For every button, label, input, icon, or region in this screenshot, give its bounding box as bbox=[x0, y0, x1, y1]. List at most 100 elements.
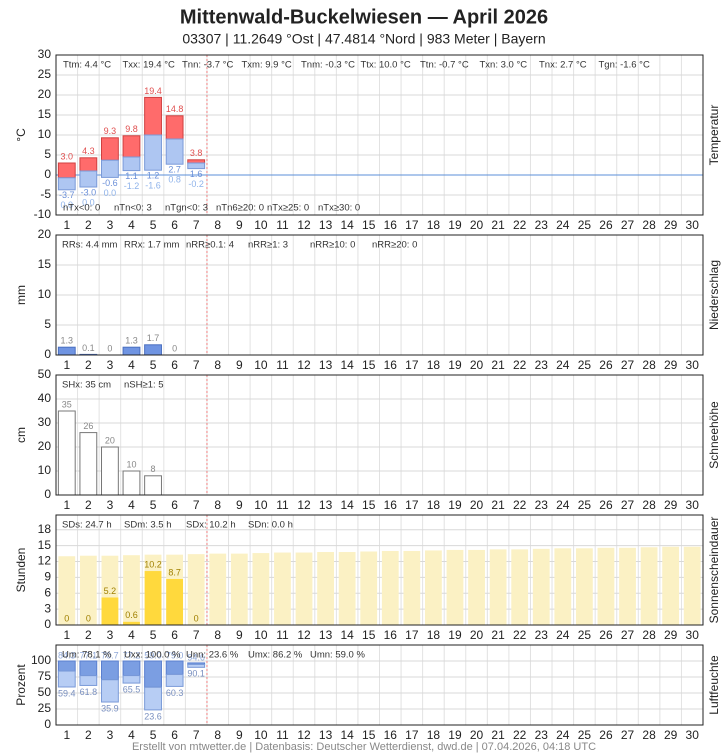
humidity-lower bbox=[122, 675, 141, 684]
x-tick-label: 16 bbox=[384, 358, 398, 372]
x-tick-label: 5 bbox=[150, 218, 157, 232]
x-tick-label: 20 bbox=[470, 218, 484, 232]
stat: nTx<0: 0 bbox=[63, 203, 100, 214]
x-tick-label: 15 bbox=[362, 218, 376, 232]
x-tick-label: 8 bbox=[214, 728, 221, 742]
x-tick-label: 22 bbox=[513, 498, 527, 512]
plot-frame bbox=[55, 514, 704, 626]
x-tick-label: 3 bbox=[107, 498, 114, 512]
x-tick-label: 9 bbox=[236, 358, 243, 372]
bar bbox=[144, 344, 162, 356]
value-label: 35.9 bbox=[101, 703, 119, 713]
stat: Tgn: -1.6 °C bbox=[599, 60, 650, 71]
x-tick-label: 26 bbox=[599, 728, 613, 742]
x-tick-label: 10 bbox=[254, 498, 268, 512]
x-tick-label: 22 bbox=[513, 358, 527, 372]
x-tick-label: 16 bbox=[384, 498, 398, 512]
value-label: 0 bbox=[107, 343, 112, 353]
x-tick-label: 19 bbox=[448, 498, 462, 512]
x-tick-label: 27 bbox=[621, 628, 635, 642]
humidity-lower bbox=[144, 686, 162, 711]
x-tick-label: 17 bbox=[405, 628, 419, 642]
value-label: 1.3 bbox=[125, 336, 138, 346]
subtitle: 03307 | 11.2649 °Ost | 47.4814 °Nord | 9… bbox=[182, 31, 545, 47]
daylight-bar bbox=[511, 549, 529, 625]
daylight-bar bbox=[554, 548, 572, 625]
value-label: 90.1 bbox=[187, 669, 205, 679]
x-tick-label: 23 bbox=[535, 628, 549, 642]
value-label: -1.6 bbox=[145, 181, 161, 191]
humidity-upper bbox=[101, 660, 119, 681]
value-label: 61.8 bbox=[80, 687, 98, 697]
x-tick-label: 27 bbox=[621, 728, 635, 742]
x-tick-label: 4 bbox=[128, 498, 135, 512]
value-label: 0 bbox=[194, 613, 199, 623]
stat: SDn: 0.0 h bbox=[248, 520, 293, 531]
value-label: 23.6 bbox=[144, 711, 162, 721]
tmax-bar bbox=[165, 115, 184, 140]
stat: Tnm: -0.3 °C bbox=[301, 60, 355, 71]
value-label: -3.0 bbox=[81, 187, 97, 197]
x-tick-label: 13 bbox=[319, 498, 333, 512]
stat: RRs: 4.4 mm bbox=[62, 240, 118, 251]
tmin-bar bbox=[144, 134, 162, 171]
bar bbox=[122, 346, 141, 356]
stat: Umn: 59.0 % bbox=[310, 650, 365, 661]
y-tick-label: 10 bbox=[38, 463, 52, 477]
value-label: 1.6 bbox=[190, 169, 203, 179]
y-tick-label: 5 bbox=[44, 317, 51, 331]
side-label: Temperatur bbox=[707, 105, 721, 166]
x-tick-label: 21 bbox=[491, 628, 505, 642]
value-label: 8 bbox=[151, 464, 156, 474]
bar bbox=[122, 470, 141, 496]
x-tick-label: 14 bbox=[340, 628, 354, 642]
value-label: -0.2 bbox=[188, 179, 204, 189]
value-label: 77.1 bbox=[80, 650, 98, 660]
x-tick-label: 13 bbox=[319, 358, 333, 372]
y-tick-label: 0 bbox=[44, 167, 51, 181]
x-tick-label: 7 bbox=[193, 628, 200, 642]
y-tick-label: 30 bbox=[38, 47, 52, 61]
value-label: 0.6 bbox=[125, 610, 138, 620]
y-tick-label: 50 bbox=[38, 685, 52, 699]
daylight-bar bbox=[338, 552, 356, 625]
value-label: 9.8 bbox=[125, 124, 138, 134]
x-tick-label: 26 bbox=[599, 498, 613, 512]
x-tick-label: 10 bbox=[254, 358, 268, 372]
plot-frame bbox=[55, 644, 704, 726]
x-tick-label: 9 bbox=[236, 498, 243, 512]
x-tick-label: 24 bbox=[556, 628, 570, 642]
stat: Unn: 23.6 % bbox=[186, 650, 239, 661]
x-tick-label: 27 bbox=[621, 218, 635, 232]
value-label: 0.0 bbox=[61, 200, 74, 210]
y-axis-label: mm bbox=[14, 285, 28, 305]
value-label: 4.3 bbox=[82, 146, 95, 156]
stat: Tnx: 2.7 °C bbox=[539, 60, 587, 71]
value-label: 10.2 bbox=[144, 559, 162, 569]
stat: SHx: 35 cm bbox=[62, 380, 111, 391]
value-label: 65.5 bbox=[123, 684, 141, 694]
value-label: 0.8 bbox=[168, 175, 181, 185]
daylight-bar bbox=[619, 547, 636, 625]
stat: Txx: 19.4 °C bbox=[123, 60, 176, 71]
side-label: Luftfeuchte bbox=[707, 655, 721, 715]
stat: Txn: 3.0 °C bbox=[480, 60, 528, 71]
daylight-bar bbox=[683, 546, 701, 625]
y-tick-label: 25 bbox=[38, 701, 52, 715]
x-tick-label: 23 bbox=[535, 358, 549, 372]
value-label: 35 bbox=[62, 399, 72, 409]
bar bbox=[144, 475, 162, 496]
y-tick-label: 12 bbox=[38, 554, 52, 568]
daylight-bar bbox=[489, 549, 507, 625]
y-tick-label: 6 bbox=[44, 585, 51, 599]
x-tick-label: 2 bbox=[85, 498, 92, 512]
x-tick-label: 30 bbox=[686, 498, 700, 512]
x-tick-label: 3 bbox=[107, 218, 114, 232]
x-tick-label: 18 bbox=[427, 218, 441, 232]
x-tick-label: 6 bbox=[171, 728, 178, 742]
x-tick-label: 21 bbox=[491, 218, 505, 232]
x-tick-label: 29 bbox=[664, 498, 678, 512]
sunshine-bar bbox=[166, 578, 184, 625]
value-label: 10 bbox=[126, 459, 136, 469]
daylight-bar bbox=[468, 549, 485, 625]
